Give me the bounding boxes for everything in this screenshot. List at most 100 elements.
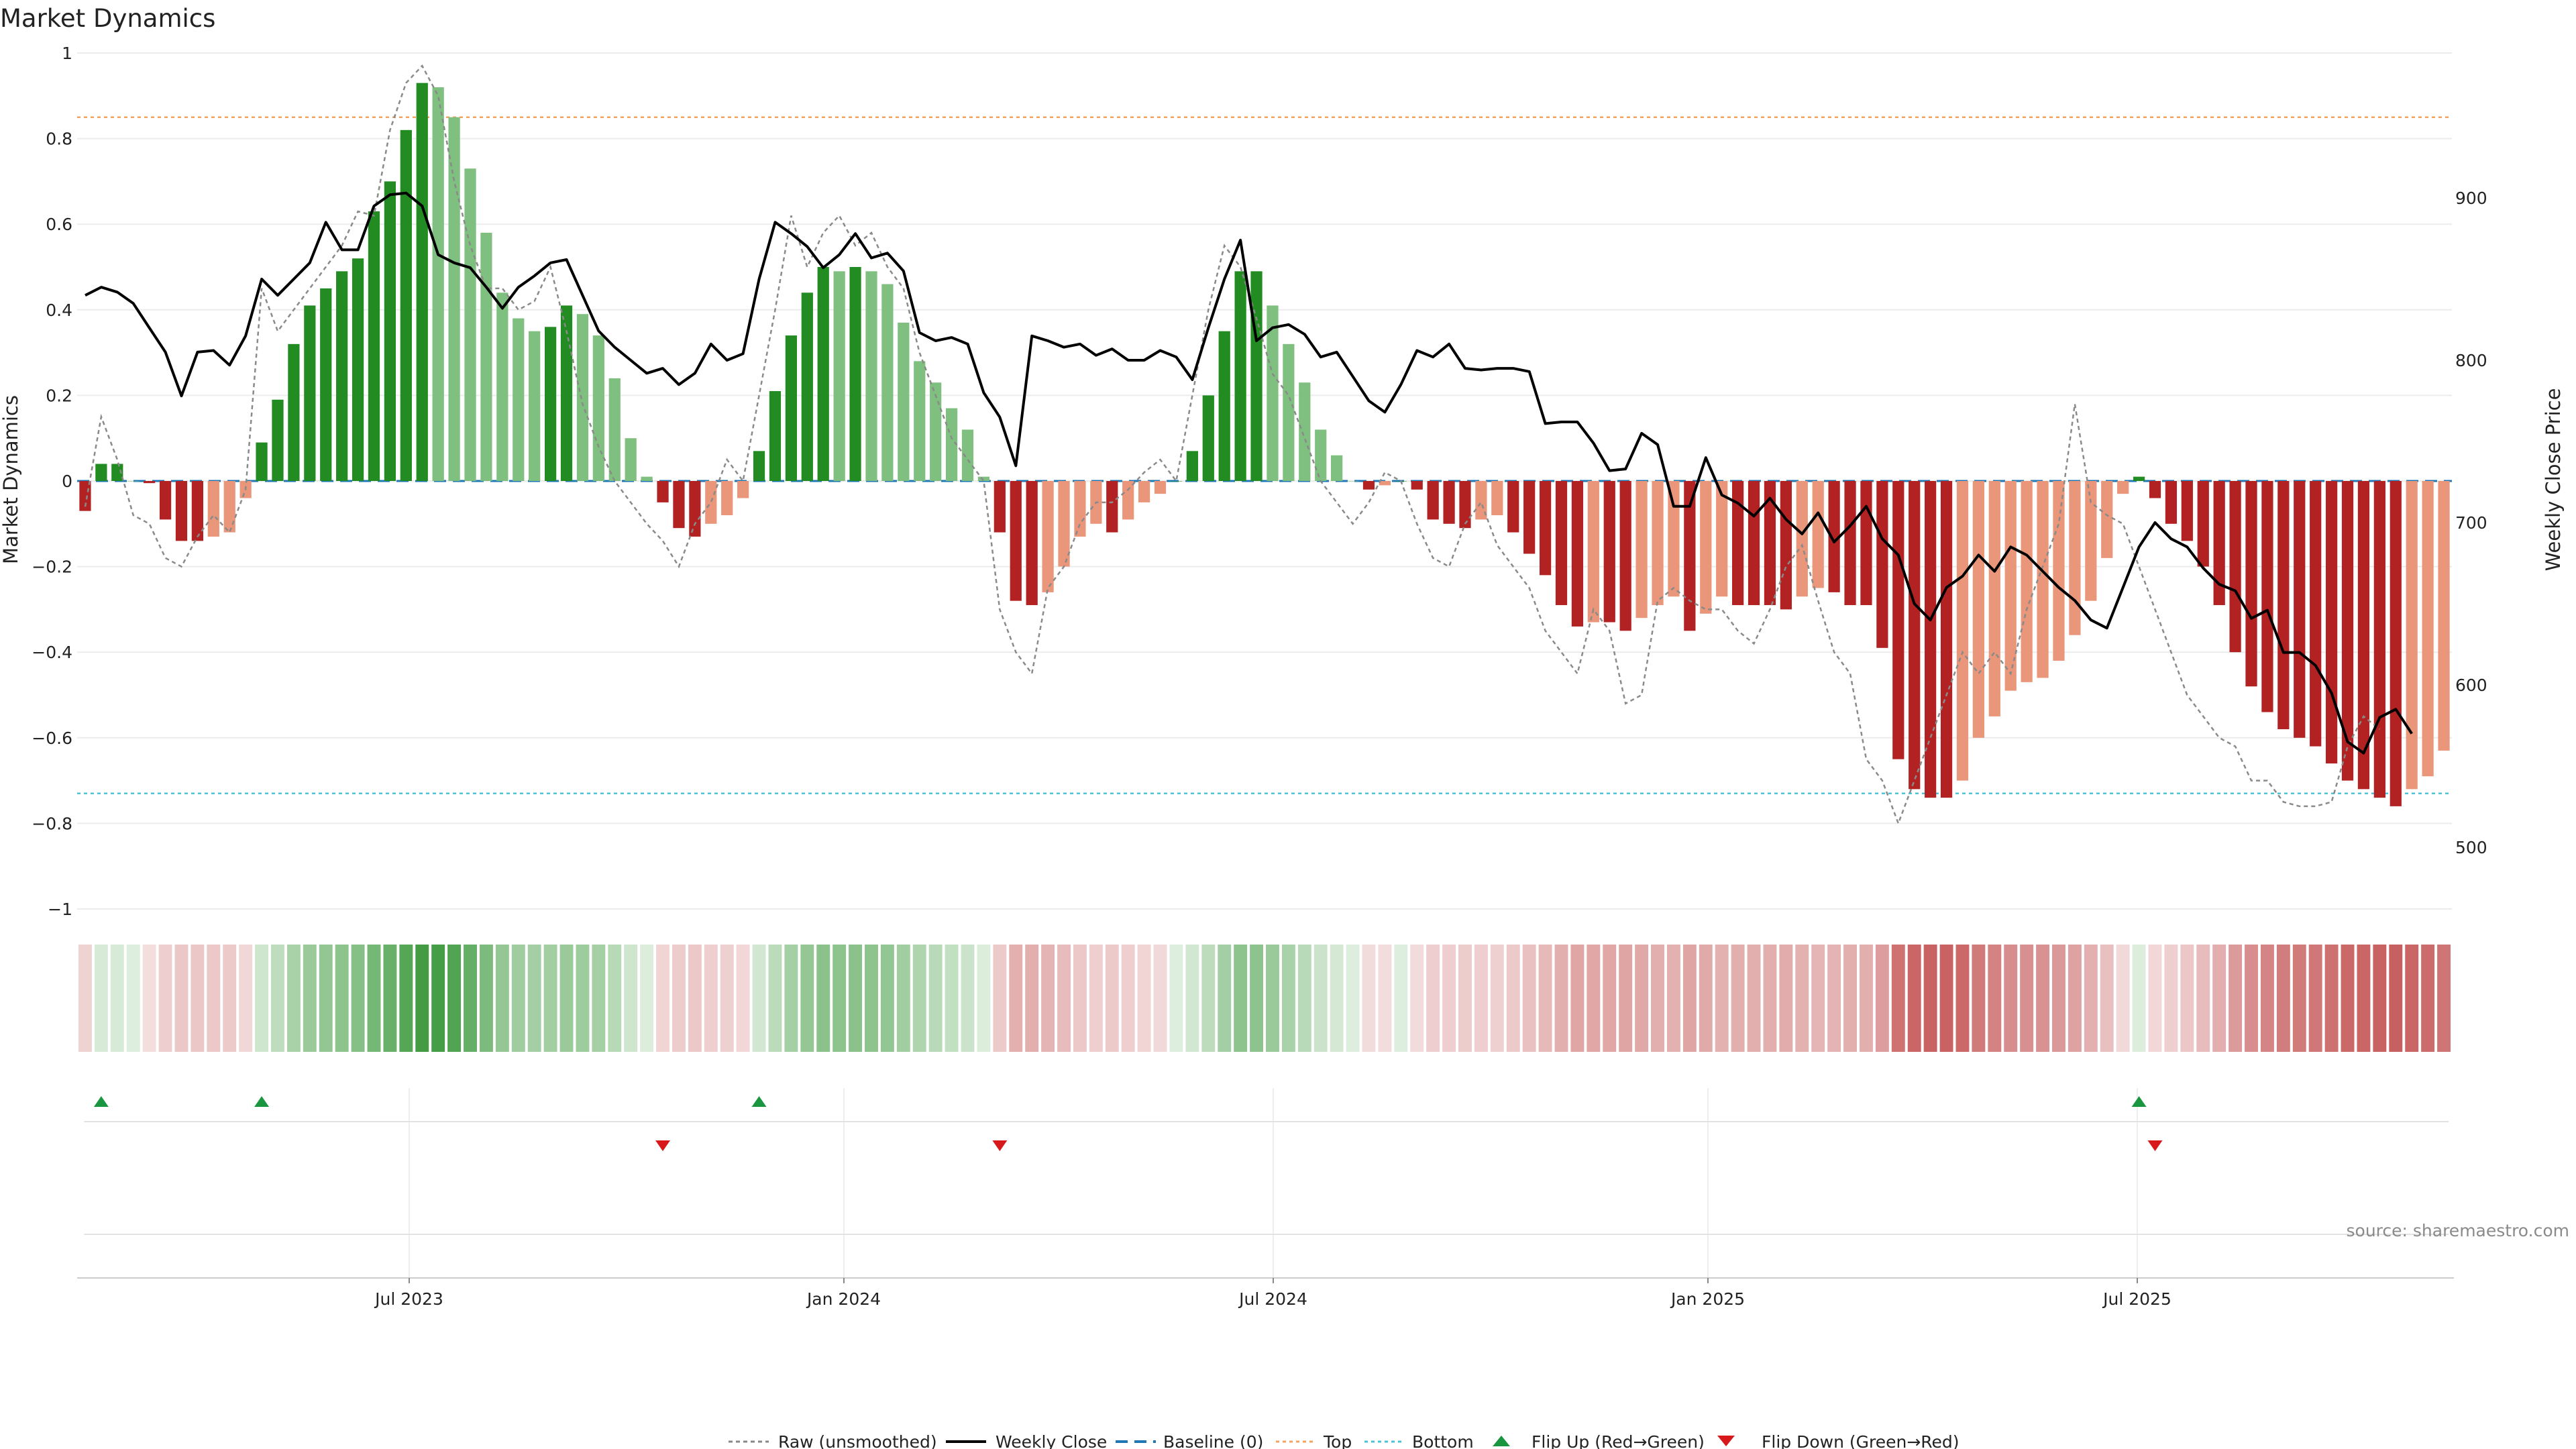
bar — [1331, 455, 1343, 481]
y-axis-right: 900 800 700 600 500 — [2455, 189, 2487, 857]
heat-cell — [1731, 945, 1745, 1052]
bar — [304, 305, 316, 481]
heat-cell — [1474, 945, 1488, 1052]
bar — [1186, 451, 1198, 481]
legend-flip-up-label: Flip Up (Red→Green) — [1532, 1432, 1705, 1449]
bar — [1138, 481, 1150, 502]
heat-cell — [1089, 945, 1103, 1052]
raw-series-line — [84, 64, 2381, 826]
heat-cell — [1330, 945, 1344, 1052]
y-tick-label: −1 — [48, 900, 72, 919]
bar — [2277, 481, 2290, 730]
bar — [95, 464, 107, 481]
bar — [994, 481, 1006, 533]
bar — [1892, 481, 1904, 759]
bar — [1603, 481, 1615, 623]
heat-cell — [1666, 945, 1680, 1052]
bar — [1716, 481, 1728, 597]
bar — [2438, 481, 2450, 751]
bar — [1315, 429, 1327, 481]
heat-cell — [319, 945, 333, 1052]
bar — [1587, 481, 1599, 623]
bar — [2406, 481, 2418, 790]
heat-cell — [672, 945, 686, 1052]
bar — [1202, 395, 1214, 481]
y-tick-label: −0.2 — [32, 557, 72, 577]
bar — [657, 481, 669, 502]
bar — [1909, 481, 1921, 790]
bar — [625, 438, 637, 481]
bar — [930, 382, 942, 481]
heat-cell — [2036, 945, 2050, 1052]
heat-cell — [1394, 945, 1408, 1052]
bar — [1346, 481, 1359, 482]
heat-cell — [2260, 945, 2274, 1052]
bar — [159, 481, 172, 520]
heat-cell — [1860, 945, 1873, 1052]
heat-cell — [1538, 945, 1552, 1052]
heat-cell — [624, 945, 638, 1052]
heat-cell — [1506, 945, 1520, 1052]
heat-cell — [2324, 945, 2339, 1052]
bar — [1411, 481, 1423, 490]
bar — [753, 451, 765, 481]
bar — [1635, 481, 1648, 619]
heat-cell — [1378, 945, 1392, 1052]
x-tick-label: Jul 2024 — [1238, 1289, 1307, 1309]
y2-tick-label: 500 — [2455, 838, 2487, 857]
heat-cell — [1057, 945, 1071, 1052]
bar — [464, 168, 476, 481]
bar — [1154, 481, 1167, 494]
heat-cell — [78, 945, 92, 1052]
heat-cell — [1619, 945, 1633, 1052]
x-tick-label: Jul 2023 — [374, 1289, 443, 1309]
bar — [721, 481, 733, 516]
bar — [2310, 481, 2322, 747]
x-tick-label: Jul 2025 — [2102, 1289, 2171, 1309]
heat-cell — [1009, 945, 1023, 1052]
bar — [1555, 481, 1568, 606]
bar — [1748, 481, 1760, 606]
bar — [1058, 481, 1070, 567]
heat-cell — [2357, 945, 2371, 1052]
bar — [1988, 481, 2000, 716]
bar — [448, 117, 460, 481]
bar — [2004, 481, 2017, 691]
heat-cell — [752, 945, 766, 1052]
heat-cell — [2276, 945, 2290, 1052]
heat-cell — [286, 945, 301, 1052]
heat-cell — [2373, 945, 2387, 1052]
heat-cell — [2164, 945, 2178, 1052]
bar — [592, 335, 604, 481]
y-axis-left: 1 0.8 0.6 0.4 0.2 0 −0.2 −0.4 −0.6 −0.8 −1 — [32, 44, 72, 919]
legend-flip-down-label: Flip Down (Green→Red) — [1762, 1432, 1960, 1449]
bar — [416, 83, 428, 481]
heat-cell — [142, 945, 156, 1052]
bar — [2213, 481, 2225, 606]
heat-cell — [1410, 945, 1424, 1052]
bar — [1571, 481, 1584, 627]
bar — [961, 429, 974, 481]
bar — [881, 284, 894, 481]
bar — [400, 129, 412, 482]
bar — [1427, 481, 1439, 520]
heat-cell — [2116, 945, 2130, 1052]
heat-cell — [880, 945, 894, 1052]
heat-cell — [207, 945, 221, 1052]
heat-cell — [865, 945, 878, 1052]
heat-cell — [1313, 945, 1328, 1052]
heat-cell — [1811, 945, 1825, 1052]
bar — [1684, 481, 1696, 631]
heat-cell — [912, 945, 926, 1052]
bar — [1940, 481, 1953, 798]
legend-baseline-label: Baseline (0) — [1163, 1432, 1263, 1449]
heat-cell — [1763, 945, 1777, 1052]
bar — [1844, 481, 1856, 606]
bar — [1731, 481, 1744, 606]
flip-up-marker — [2131, 1096, 2147, 1107]
bar — [1106, 481, 1118, 533]
y2-tick-label: 900 — [2455, 189, 2487, 208]
heat-cell — [2068, 945, 2082, 1052]
bar — [1876, 481, 1888, 648]
